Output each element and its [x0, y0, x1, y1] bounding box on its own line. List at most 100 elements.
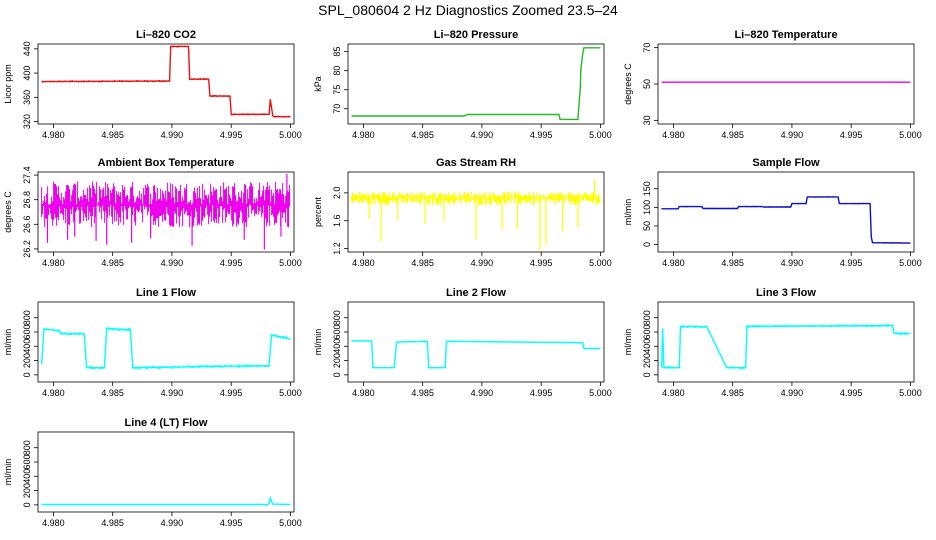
y-tick-label: 26.6	[22, 216, 32, 234]
x-tick-label: 4.985	[721, 388, 744, 398]
y-tick-label: 200	[332, 353, 342, 368]
series-noise	[678, 205, 702, 208]
y-axis-label: Licor ppm	[3, 64, 13, 104]
series-line	[41, 495, 291, 506]
y-tick-label: 50	[642, 79, 652, 89]
y-tick-label: 360	[22, 90, 32, 105]
series-noise	[663, 366, 680, 369]
x-tick-label: 4.985	[411, 388, 434, 398]
x-tick-label: 4.985	[101, 130, 124, 140]
panel-5: Gas Stream RH percent 1.2 1.6 2.0 4.980 4.985 4…	[313, 157, 612, 268]
series-noise	[872, 242, 910, 244]
series-line	[351, 340, 601, 369]
series-noise	[106, 326, 131, 332]
y-tick-label: 800	[642, 310, 652, 325]
plot-frame	[37, 431, 295, 513]
y-axis-label: kPa	[313, 76, 323, 92]
y-tick-label: 150	[642, 181, 652, 196]
x-tick-label: 4.995	[840, 388, 863, 398]
x-tick-label: 4.990	[471, 130, 494, 140]
panel-4: Ambient Box Temperature degrees C 26.2 26.6…	[3, 157, 302, 268]
plot-frame	[657, 171, 915, 253]
series-line	[351, 47, 601, 121]
x-tick-label: 5.000	[589, 258, 612, 268]
x-tick-label: 4.995	[840, 258, 863, 268]
plot-frame	[657, 43, 915, 125]
x-tick-label: 4.980	[352, 258, 375, 268]
panel-title: Line 4 (LT) Flow	[125, 417, 208, 429]
x-tick-label: 4.985	[721, 130, 744, 140]
x-tick-label: 4.985	[101, 518, 124, 528]
x-tick-label: 4.985	[721, 258, 744, 268]
panel-title: Ambient Box Temperature	[98, 157, 235, 169]
y-tick-label: 600	[22, 454, 32, 469]
panel-1: Li–820 CO2 Licor ppm 320 360 400 440 4.980 4.98…	[3, 29, 302, 140]
x-tick-label: 4.980	[42, 258, 65, 268]
y-axis-label: ml/min	[623, 199, 633, 226]
x-tick-label: 5.000	[279, 130, 302, 140]
y-tick-label: 80	[332, 66, 342, 76]
x-tick-label: 5.000	[899, 388, 922, 398]
x-tick-label: 4.995	[840, 130, 863, 140]
y-tick-label: 27.4	[22, 166, 32, 184]
series-noise	[738, 205, 763, 208]
series-line	[661, 196, 911, 244]
series-noise	[396, 340, 428, 343]
y-tick-label: 400	[22, 339, 32, 354]
x-tick-label: 5.000	[899, 130, 922, 140]
y-tick-label: 1.2	[332, 242, 342, 255]
series-noise	[702, 207, 738, 210]
panel-title: Line 2 Flow	[446, 287, 506, 299]
plot-frame	[347, 301, 605, 383]
y-tick-label: 50	[642, 221, 652, 231]
y-axis-label: degrees C	[3, 191, 13, 233]
series-noise	[806, 196, 838, 198]
y-tick-label: 800	[22, 440, 32, 455]
x-tick-label: 4.995	[220, 130, 243, 140]
x-tick-label: 4.990	[161, 518, 184, 528]
series-noise	[661, 208, 679, 210]
x-tick-label: 4.980	[42, 130, 65, 140]
y-tick-label: 400	[22, 469, 32, 484]
y-tick-label: 320	[22, 114, 32, 129]
y-tick-label: 200	[22, 483, 32, 498]
page-title: SPL_080604 2 Hz Diagnostics Zoomed 23.5–…	[318, 2, 618, 18]
x-tick-label: 4.985	[101, 388, 124, 398]
x-tick-label: 4.980	[42, 518, 65, 528]
y-tick-label: 0	[22, 372, 32, 377]
y-tick-label: 70	[332, 104, 342, 114]
y-axis-label: degrees C	[623, 63, 633, 105]
series-line	[660, 324, 911, 369]
y-tick-label: 85	[332, 47, 342, 57]
panel-6: Sample Flow ml/min 0 50 100 150 4.980 4.985 4.99…	[623, 157, 922, 268]
x-tick-label: 5.000	[279, 518, 302, 528]
y-tick-label: 30	[642, 115, 652, 125]
x-tick-label: 4.980	[662, 258, 685, 268]
x-tick-label: 4.990	[471, 258, 494, 268]
y-tick-label: 26.8	[22, 191, 32, 209]
y-axis-label: ml/min	[313, 329, 323, 356]
y-axis-label: ml/min	[623, 329, 633, 356]
y-tick-label: 600	[332, 324, 342, 339]
x-tick-label: 4.990	[161, 258, 184, 268]
plot-frame	[347, 43, 605, 125]
series-noise	[271, 333, 290, 340]
panel-title: Sample Flow	[752, 157, 820, 169]
y-axis-label: percent	[313, 196, 323, 227]
y-tick-label: 400	[332, 339, 342, 354]
x-tick-label: 4.995	[220, 518, 243, 528]
x-tick-label: 5.000	[279, 388, 302, 398]
y-tick-label: 2.0	[332, 187, 342, 200]
x-tick-label: 4.990	[781, 130, 804, 140]
panel-title: Li–820 Temperature	[734, 29, 837, 41]
panel-title: Li–820 Pressure	[434, 29, 518, 41]
series-noise	[189, 77, 209, 81]
y-tick-label: 600	[642, 324, 652, 339]
y-tick-label: 800	[332, 310, 342, 325]
series-noise	[583, 347, 601, 350]
x-tick-label: 4.995	[530, 130, 553, 140]
x-tick-label: 5.000	[279, 258, 302, 268]
